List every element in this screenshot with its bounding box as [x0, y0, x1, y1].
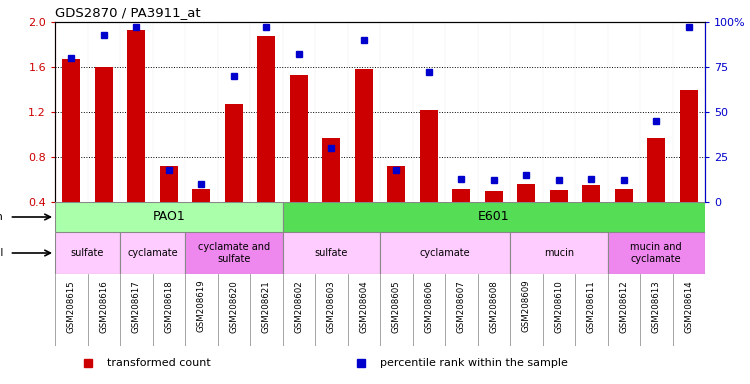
Bar: [387, 166, 405, 202]
Bar: [283, 202, 705, 232]
Bar: [120, 232, 185, 274]
Bar: [380, 232, 510, 274]
Bar: [94, 67, 112, 202]
Text: GSM208612: GSM208612: [620, 280, 628, 333]
Bar: [55, 202, 283, 232]
Text: cyclamate: cyclamate: [420, 248, 470, 258]
Text: GSM208602: GSM208602: [294, 280, 303, 333]
Text: GSM208615: GSM208615: [67, 280, 76, 333]
Bar: [680, 89, 698, 202]
Text: GSM208616: GSM208616: [99, 280, 108, 333]
Bar: [518, 184, 536, 202]
Bar: [225, 104, 243, 202]
Text: GSM208617: GSM208617: [132, 280, 141, 333]
Text: GSM208608: GSM208608: [489, 280, 498, 333]
Bar: [283, 232, 380, 274]
Bar: [608, 232, 705, 274]
Text: percentile rank within the sample: percentile rank within the sample: [380, 358, 568, 368]
Text: E601: E601: [478, 210, 509, 223]
Text: GSM208605: GSM208605: [392, 280, 400, 333]
Text: GDS2870 / PA3911_at: GDS2870 / PA3911_at: [55, 7, 201, 20]
Bar: [582, 185, 600, 202]
Text: mucin: mucin: [544, 248, 574, 258]
Bar: [420, 110, 438, 202]
Text: cyclamate: cyclamate: [128, 248, 178, 258]
Text: transformed count: transformed count: [107, 358, 211, 368]
Bar: [510, 232, 608, 274]
Bar: [355, 69, 373, 202]
Text: GSM208619: GSM208619: [196, 280, 206, 333]
Text: cyclamate and
sulfate: cyclamate and sulfate: [198, 242, 270, 264]
Bar: [160, 166, 178, 202]
Text: PAO1: PAO1: [152, 210, 185, 223]
Bar: [322, 138, 340, 202]
Text: GSM208618: GSM208618: [164, 280, 173, 333]
Text: GSM208607: GSM208607: [457, 280, 466, 333]
Text: GSM208610: GSM208610: [554, 280, 563, 333]
Bar: [452, 189, 470, 202]
Text: GSM208614: GSM208614: [684, 280, 693, 333]
Bar: [55, 232, 120, 274]
Text: strain: strain: [0, 212, 3, 222]
Bar: [484, 191, 502, 202]
Text: sulfate: sulfate: [314, 248, 348, 258]
Bar: [647, 138, 665, 202]
Text: GSM208611: GSM208611: [586, 280, 596, 333]
Text: GSM208604: GSM208604: [359, 280, 368, 333]
Bar: [185, 232, 283, 274]
Bar: [550, 190, 568, 202]
Bar: [257, 35, 275, 202]
Text: mucin and
cyclamate: mucin and cyclamate: [631, 242, 682, 264]
Text: GSM208606: GSM208606: [424, 280, 433, 333]
Text: GSM208621: GSM208621: [262, 280, 271, 333]
Text: growth protocol: growth protocol: [0, 248, 3, 258]
Bar: [128, 30, 146, 202]
Text: sulfate: sulfate: [70, 248, 104, 258]
Bar: [62, 59, 80, 202]
Text: GSM208609: GSM208609: [522, 280, 531, 333]
Text: GSM208603: GSM208603: [327, 280, 336, 333]
Bar: [290, 75, 308, 202]
Bar: [615, 189, 633, 202]
Text: GSM208613: GSM208613: [652, 280, 661, 333]
Bar: [192, 189, 210, 202]
Text: GSM208620: GSM208620: [230, 280, 238, 333]
